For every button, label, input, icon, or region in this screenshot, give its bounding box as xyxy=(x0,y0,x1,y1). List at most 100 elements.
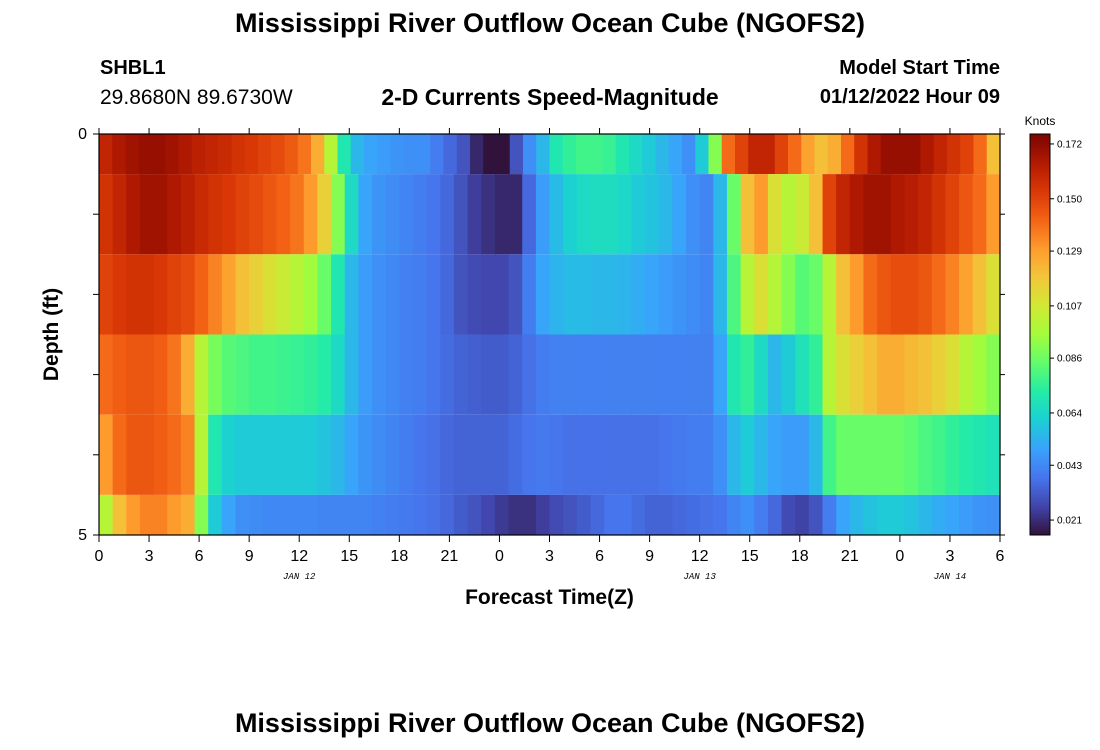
heatmap-cell xyxy=(808,334,824,415)
heatmap-cell xyxy=(153,494,168,535)
heatmap-cell xyxy=(602,134,617,175)
heatmap-cell xyxy=(836,254,851,335)
heatmap-cell xyxy=(372,174,387,255)
heatmap-cell xyxy=(467,174,482,255)
heatmap-cell xyxy=(781,334,796,415)
heatmap-cell xyxy=(372,254,387,335)
heatmap-cell xyxy=(494,494,510,535)
colorbar-tick-label: 0.064 xyxy=(1057,408,1082,419)
heatmap-cell xyxy=(494,334,510,415)
heatmap-cell xyxy=(99,174,114,255)
heatmap-cell xyxy=(726,494,742,535)
heatmap-cell xyxy=(549,254,564,335)
heatmap-cell xyxy=(276,174,291,255)
x-tick-label: 12 xyxy=(691,548,709,565)
colorbar-tick-label: 0.107 xyxy=(1057,301,1082,312)
heatmap-cell xyxy=(470,134,484,175)
heatmap-cell xyxy=(972,334,987,415)
x-tick-label: 6 xyxy=(595,548,604,565)
heatmap-cell xyxy=(358,414,373,495)
heatmap-cell xyxy=(959,494,974,535)
heatmap-cell xyxy=(629,134,643,175)
heatmap-cell xyxy=(208,334,223,415)
heatmap-cell xyxy=(417,134,431,175)
heatmap-cell xyxy=(972,494,987,535)
heatmap-cell xyxy=(615,134,630,175)
heatmap-cell xyxy=(399,494,414,535)
heatmap-cell xyxy=(894,134,908,175)
heatmap-cell xyxy=(508,174,523,255)
heatmap-cell xyxy=(877,494,892,535)
colorbar xyxy=(1029,133,1051,536)
heatmap-cell xyxy=(221,494,237,535)
heatmap-cell xyxy=(563,254,578,335)
heatmap-cell xyxy=(867,134,882,175)
heatmap-cell xyxy=(931,334,946,415)
heatmap-cell xyxy=(740,174,755,255)
heatmap-cell xyxy=(604,254,619,335)
heatmap-cell xyxy=(317,414,332,495)
heatmap-cell xyxy=(139,334,155,415)
heatmap-cell xyxy=(986,254,1001,335)
heatmap-cell xyxy=(945,494,960,535)
heatmap-cell xyxy=(863,494,878,535)
heatmap-cell xyxy=(854,134,869,175)
heatmap-cell xyxy=(973,134,988,175)
heatmap-cell xyxy=(645,414,660,495)
heatmap-cell xyxy=(754,494,769,535)
heatmap-cell xyxy=(658,334,673,415)
heatmap-cell xyxy=(761,134,776,175)
heatmap-cell xyxy=(754,414,769,495)
heatmap-cell xyxy=(344,334,359,415)
heatmap-cell xyxy=(194,414,209,495)
heatmap-cell xyxy=(403,134,418,175)
station-id: SHBL1 xyxy=(100,57,166,79)
heatmap-cell xyxy=(139,254,155,335)
heatmap-cell xyxy=(303,174,319,255)
heatmap-cell xyxy=(112,174,127,255)
heatmap-cell xyxy=(112,334,127,415)
heatmap-cell xyxy=(235,414,250,495)
heatmap-cell xyxy=(440,334,455,415)
heatmap-cell xyxy=(699,334,714,415)
heatmap-cell xyxy=(249,414,264,495)
x-tick-label: 21 xyxy=(440,548,458,565)
heatmap-cell xyxy=(440,174,455,255)
heatmap-cell xyxy=(399,334,414,415)
heatmap-cell xyxy=(945,254,960,335)
heatmap-cell xyxy=(549,134,564,175)
heatmap-cell xyxy=(795,174,810,255)
heatmap-cell xyxy=(549,334,564,415)
heatmap-cell xyxy=(686,494,701,535)
heatmap-cell xyxy=(808,254,824,335)
heatmap-cell xyxy=(412,494,428,535)
heatmap-cell xyxy=(331,494,346,535)
heatmap-cell xyxy=(576,174,592,255)
heatmap-cell xyxy=(672,414,687,495)
heatmap-cell xyxy=(152,134,166,175)
heatmap-cell xyxy=(754,334,769,415)
heatmap-cell xyxy=(808,174,824,255)
colorbar-tick-label: 0.150 xyxy=(1057,194,1082,205)
heatmap-cell xyxy=(522,494,537,535)
heatmap-cell xyxy=(208,174,223,255)
heatmap-cell xyxy=(617,254,633,335)
heatmap-cell xyxy=(655,134,670,175)
heatmap-cell xyxy=(822,414,837,495)
heatmap-cell xyxy=(617,334,633,415)
heatmap-cell xyxy=(167,494,182,535)
heatmap-cell xyxy=(563,414,578,495)
heatmap-cell xyxy=(945,174,960,255)
heatmap-cell xyxy=(412,174,428,255)
heatmap-cell xyxy=(523,134,537,175)
heatmap-cell xyxy=(372,494,387,535)
heatmap-cell xyxy=(549,174,564,255)
heatmap-cell xyxy=(822,334,837,415)
heatmap-cell xyxy=(412,254,428,335)
heatmap-cell xyxy=(617,494,633,535)
heatmap-cell xyxy=(672,494,687,535)
heatmap-cell xyxy=(686,414,701,495)
heatmap-cell xyxy=(112,414,127,495)
heatmap-cell xyxy=(426,494,441,535)
heatmap-cell xyxy=(863,254,878,335)
